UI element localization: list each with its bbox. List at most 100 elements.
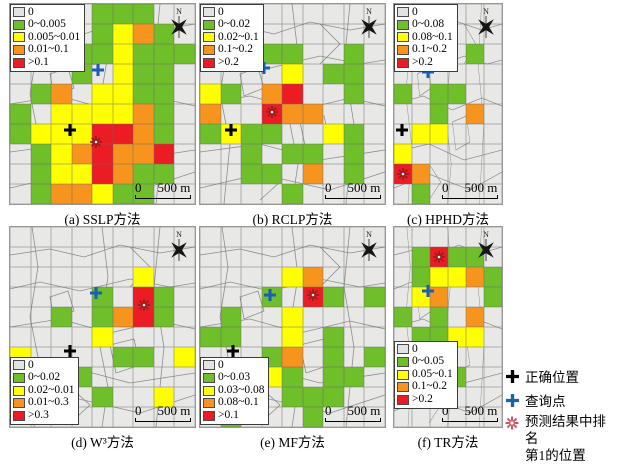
grid-cell (303, 84, 324, 104)
legend-swatch (13, 398, 25, 409)
grid-cell (133, 24, 154, 44)
grid-cell (112, 4, 134, 24)
legend-range-label: 0 (218, 358, 224, 371)
grid-cell (153, 44, 175, 64)
grid-cell (282, 184, 303, 204)
grid-cell (323, 4, 344, 24)
legend-range-label: 0 (218, 5, 224, 18)
grid-cell (220, 307, 242, 327)
panel-a: 0 0~0.005 0.005~0.01 0.01~0.1 >0.1 N 0 500 m (a… (9, 3, 196, 228)
grid-cell (92, 24, 113, 44)
value-range-legend: 0 0~0.05 0.05~0.1 0.1~0.2 >0.2 (394, 341, 458, 409)
legend-swatch (397, 19, 409, 30)
grid-cell (200, 104, 221, 124)
legend-row: 0.1~0.2 (397, 44, 453, 57)
grid-cells-layer (394, 227, 502, 427)
grid-cell (133, 144, 154, 164)
grid-cell (10, 184, 31, 204)
correct-position-marker (63, 345, 76, 357)
grid-cell (430, 287, 448, 307)
grid-cell (221, 287, 242, 307)
legend-swatch (397, 356, 409, 367)
grid-cell (92, 144, 113, 164)
legend-range-label: 0 (28, 5, 34, 18)
grid-cell (72, 307, 93, 327)
compass-icon: N (474, 6, 498, 40)
grid-cell (343, 44, 365, 64)
legend-row: 0~0.05 (397, 356, 453, 369)
legend-swatch (13, 57, 25, 68)
legend-row: 0~0.08 (397, 19, 453, 32)
grid-cell (323, 267, 344, 287)
legend-swatch (13, 45, 25, 56)
grid-cell (241, 104, 262, 124)
scale-zero-label: 0 (442, 403, 449, 418)
grid-cell (30, 184, 52, 204)
grid-cell (112, 184, 134, 204)
legend-row: 0.005~0.01 (13, 31, 80, 44)
grid-cell (174, 84, 195, 104)
grid-cell (364, 347, 385, 367)
grid-cell (241, 84, 262, 104)
grid-cell (92, 407, 113, 427)
grid-cell (10, 104, 31, 124)
grid-cell (112, 307, 134, 327)
legend-row: 0~0.02 (203, 19, 259, 32)
grid-cell (323, 144, 344, 164)
grid-cell (466, 287, 484, 307)
legend-range-label: >0.2 (412, 55, 433, 68)
legend-row: 0 (203, 359, 264, 372)
grid-cell (221, 164, 242, 184)
legend-range-label: 0.02~0.1 (218, 30, 259, 43)
grid-cell (92, 367, 113, 387)
grid-cell (412, 124, 430, 144)
grid-cell (394, 247, 412, 267)
grid-cell (174, 124, 195, 144)
grid-cell (72, 247, 93, 267)
legend-label: 查询点 (525, 394, 566, 409)
legend-row: 0.03~0.08 (203, 384, 264, 397)
panel-caption: (a) SSLP方法 (64, 212, 141, 227)
panel-b: 0 0~0.02 0.02~0.1 0.1~0.2 >0.2 N 0 500 m (b) RC… (199, 3, 386, 228)
grid-cell (200, 124, 221, 144)
grid-cell (51, 247, 72, 267)
legend-range-label: 0~0.02 (28, 371, 61, 384)
grid-cell (282, 124, 303, 144)
grid-cell (200, 327, 221, 347)
legend-range-label: 0.05~0.1 (412, 367, 453, 380)
grid-cell (174, 104, 195, 124)
grid-cell (51, 287, 72, 307)
scale-bar: 0 500 m (325, 181, 381, 199)
grid-cell (113, 267, 134, 287)
top1-position-marker (432, 250, 446, 264)
grid-cell (51, 104, 72, 124)
query-point-marker (422, 66, 435, 78)
scale-bar: 0 500 m (325, 404, 381, 422)
grid-cell (323, 287, 344, 307)
grid-cell (200, 287, 221, 307)
grid-cell (394, 184, 412, 204)
legend-range-label: >0.1 (218, 408, 239, 421)
map-a: 0 0~0.005 0.005~0.01 0.01~0.1 >0.1 N 0 500 m (9, 3, 196, 205)
grid-cell (113, 247, 134, 267)
grid-cell (241, 307, 262, 327)
compass-icon: N (167, 6, 191, 40)
grid-cell (394, 267, 412, 287)
legend-row: 0.02~0.1 (203, 31, 259, 44)
grid-cell (343, 64, 365, 84)
legend-row: >0.2 (397, 56, 453, 69)
grid-cell (92, 347, 113, 367)
grid-cell (364, 124, 385, 144)
grid-cell (261, 287, 283, 307)
grid-cell (484, 347, 502, 367)
grid-cell (344, 347, 365, 367)
grid-cell (323, 247, 344, 267)
grid-cell (484, 367, 502, 387)
legend-row: 0.1~0.2 (203, 44, 259, 57)
grid-cell (133, 64, 154, 84)
grid-cell (484, 104, 502, 124)
legend-swatch (203, 398, 215, 409)
panel-c: 0 0~0.08 0.08~0.1 0.1~0.2 >0.2 N 0 500 m (c) HP… (393, 3, 503, 228)
legend-swatch (397, 7, 409, 18)
grid-cell (154, 367, 175, 387)
